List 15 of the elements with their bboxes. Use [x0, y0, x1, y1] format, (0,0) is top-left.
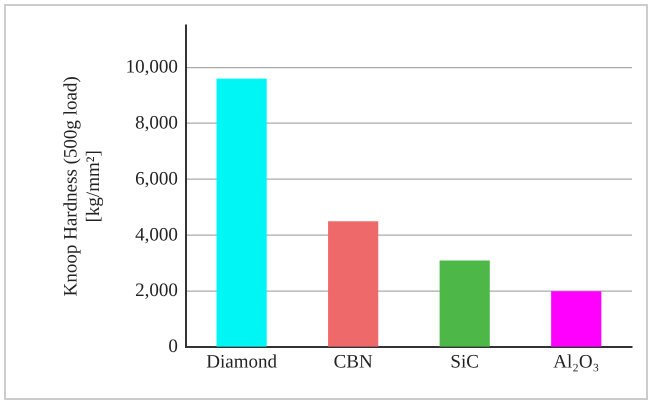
- y-tick-label: 4,000: [135, 224, 178, 246]
- bar: [328, 221, 378, 347]
- x-tick-label: CBN: [334, 352, 373, 373]
- x-tick-label: Al₂O₃: [553, 352, 600, 373]
- y-tick-label: 2,000: [135, 280, 178, 302]
- y-tick-label: 6,000: [135, 168, 178, 190]
- y-tick-label: 0: [168, 336, 178, 358]
- bar: [440, 260, 490, 347]
- y-axis-title: Knoop Hardness (500g load) [kg/mm²]: [60, 76, 104, 296]
- y-tick-label: 8,000: [135, 112, 178, 134]
- bar: [551, 291, 602, 347]
- x-tick-label: SiC: [450, 352, 479, 373]
- bar: [216, 78, 267, 347]
- y-tick-label: 10,000: [126, 56, 178, 78]
- x-tick-label: Diamond: [206, 352, 278, 373]
